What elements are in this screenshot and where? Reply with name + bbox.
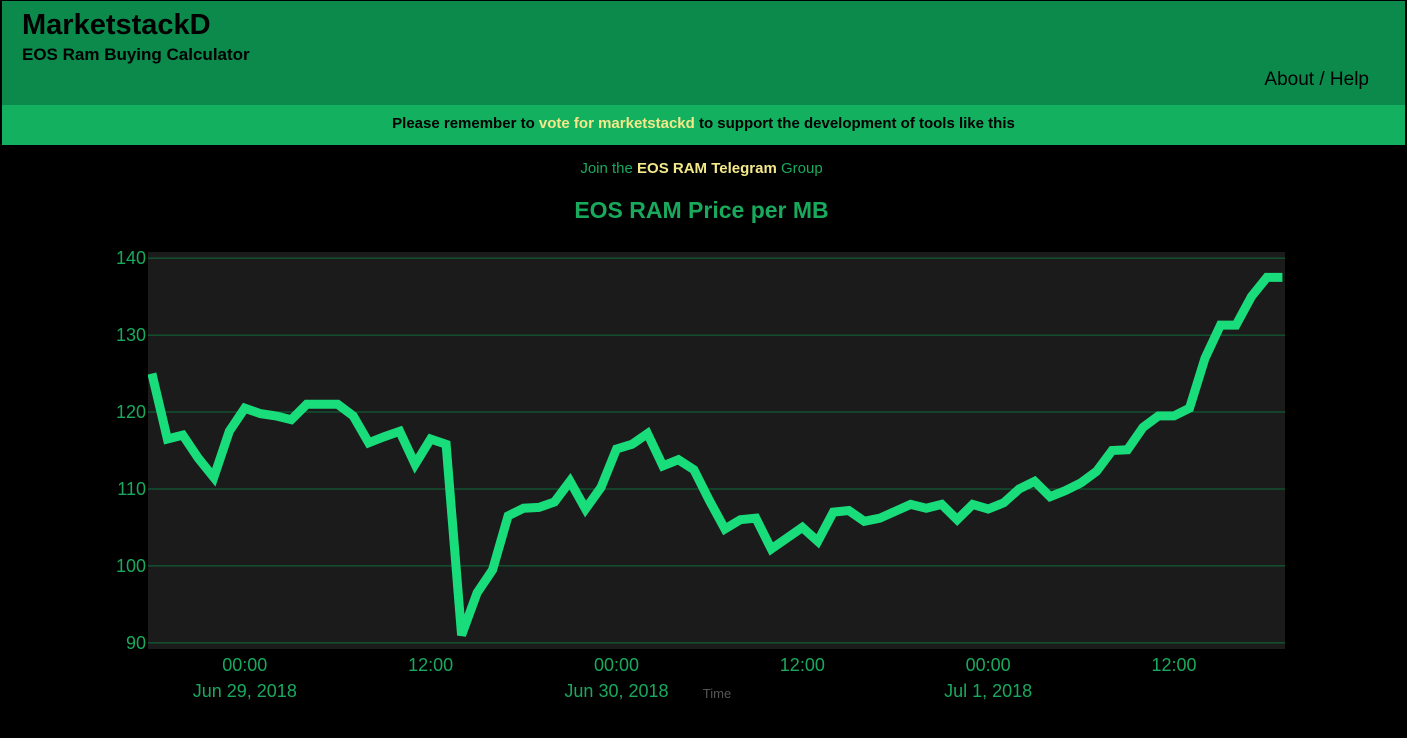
chart-title: EOS RAM Price per MB [574,197,829,223]
app-subtitle: EOS Ram Buying Calculator [22,45,250,64]
telegram-line: Join the EOS RAM Telegram Group [0,160,1403,177]
x-tick-label: 12:00 [1151,655,1196,675]
x-tick-label: 12:00 [408,655,453,675]
telegram-prefix: Join the [580,160,638,177]
about-help-link[interactable]: About / Help [1264,69,1369,90]
vote-banner: Please remember to vote for marketstackd… [2,105,1405,145]
banner-suffix: to support the development of tools like… [694,115,1015,132]
x-axis-title: Time [703,686,731,701]
brand-title[interactable]: MarketstackD [22,9,211,41]
x-tick-label: 00:00 [222,655,267,675]
y-tick-label: 100 [116,556,146,576]
y-tick-label: 90 [126,633,146,653]
x-tick-date-label: Jun 30, 2018 [564,681,668,701]
x-tick-label: 00:00 [966,655,1011,675]
y-tick-label: 130 [116,325,146,345]
plot-area [148,252,1285,649]
banner-prefix: Please remember to [392,115,539,132]
price-series-line [148,272,1283,637]
telegram-link[interactable]: EOS RAM Telegram [637,160,777,177]
y-tick-label: 120 [116,402,146,422]
x-tick-label: 00:00 [594,655,639,675]
app-header: MarketstackD EOS Ram Buying Calculator A… [2,1,1405,105]
y-tick-label: 110 [117,479,146,499]
x-tick-label: 12:00 [780,655,825,675]
x-tick-date-label: Jul 1, 2018 [944,681,1032,701]
y-tick-label: 140 [116,248,146,268]
x-tick-date-label: Jun 29, 2018 [193,681,297,701]
vote-link[interactable]: vote for marketstackd [538,115,695,132]
telegram-suffix: Group [776,160,823,177]
